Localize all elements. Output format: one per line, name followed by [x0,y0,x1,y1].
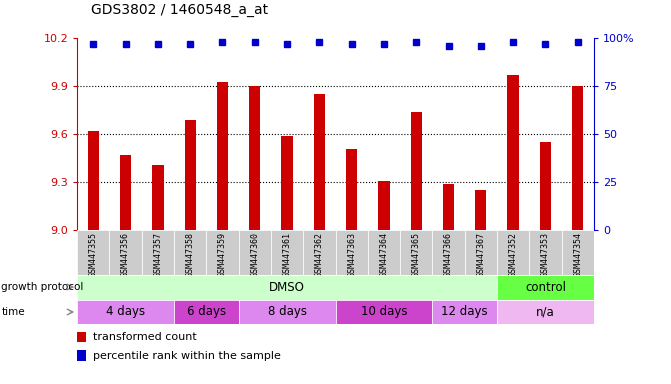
Text: GSM447353: GSM447353 [541,232,550,277]
Text: GSM447359: GSM447359 [218,232,227,277]
Bar [411,112,422,230]
Text: DMSO: DMSO [269,281,305,293]
Text: time: time [1,307,25,317]
Bar [217,82,228,230]
Bar [497,300,594,324]
Text: GDS3802 / 1460548_a_at: GDS3802 / 1460548_a_at [91,3,268,17]
Bar [174,230,207,275]
Bar [239,230,271,275]
Text: 4 days: 4 days [106,306,145,318]
Bar [174,300,239,324]
Bar [281,136,293,230]
Bar [207,230,239,275]
Text: GSM447360: GSM447360 [250,232,259,277]
Text: GSM447354: GSM447354 [573,232,582,277]
Bar [109,230,142,275]
Text: GSM447361: GSM447361 [282,232,292,277]
Text: growth protocol: growth protocol [1,282,84,292]
Bar [120,155,132,230]
Text: percentile rank within the sample: percentile rank within the sample [93,351,281,361]
Bar [336,300,432,324]
Text: GSM447364: GSM447364 [379,232,389,277]
Bar [249,86,260,230]
Bar [507,75,519,230]
Bar [497,230,529,275]
Bar [539,142,551,230]
Bar [77,332,86,342]
Text: GSM447366: GSM447366 [444,232,453,277]
Bar [465,230,497,275]
Bar [562,230,594,275]
Bar [303,230,336,275]
Bar [77,300,174,324]
Bar [529,230,562,275]
Bar [77,350,86,361]
Text: n/a: n/a [536,306,555,318]
Text: transformed count: transformed count [93,332,197,342]
Text: GSM447357: GSM447357 [154,232,162,277]
Text: 8 days: 8 days [268,306,307,318]
Bar [271,230,303,275]
Bar [346,149,357,230]
Bar [378,181,390,230]
Bar [152,165,164,230]
Bar [475,190,486,230]
Bar [497,275,594,300]
Bar [77,230,109,275]
Text: control: control [525,281,566,293]
Bar [142,230,174,275]
Bar [77,275,497,300]
Text: GSM447363: GSM447363 [347,232,356,277]
Bar [400,230,432,275]
Bar [432,230,465,275]
Text: GSM447362: GSM447362 [315,232,324,277]
Text: 6 days: 6 days [187,306,226,318]
Bar [314,94,325,230]
Bar [185,120,196,230]
Text: GSM447365: GSM447365 [412,232,421,277]
Text: GSM447356: GSM447356 [121,232,130,277]
Text: 10 days: 10 days [361,306,407,318]
Bar [443,184,454,230]
Bar [239,300,336,324]
Bar [336,230,368,275]
Text: GSM447358: GSM447358 [186,232,195,277]
Bar [368,230,400,275]
Text: GSM447355: GSM447355 [89,232,98,277]
Text: 12 days: 12 days [442,306,488,318]
Bar [432,300,497,324]
Text: GSM447367: GSM447367 [476,232,485,277]
Text: GSM447352: GSM447352 [509,232,517,277]
Bar [88,131,99,230]
Bar [572,86,583,230]
